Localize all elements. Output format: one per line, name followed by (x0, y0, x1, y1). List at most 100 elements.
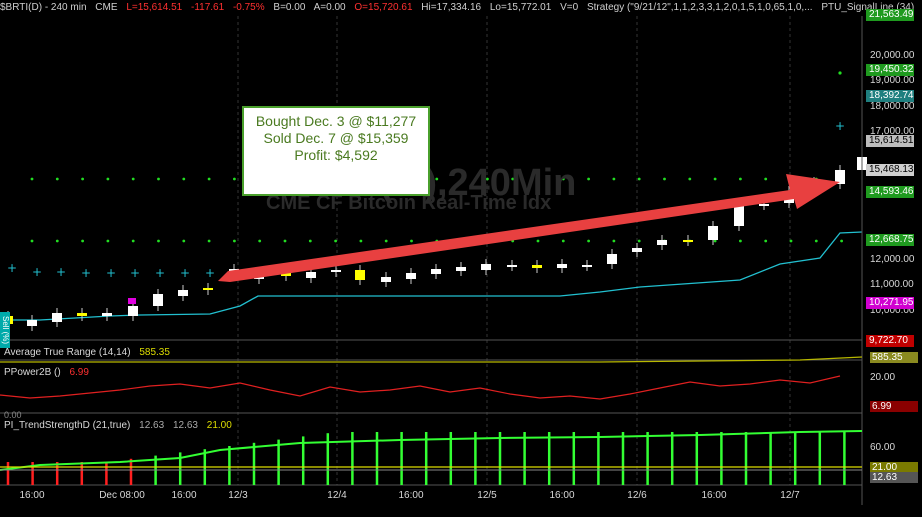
signal-label[interactable]: PTU_SignalLine (34) (821, 2, 915, 13)
level-dot (637, 239, 641, 243)
level-dot (561, 239, 565, 243)
candle-body (102, 313, 112, 316)
level-dot (739, 177, 742, 181)
price-axis-label: 12,000.00 (870, 254, 915, 265)
atr-value: 585.35 (139, 347, 170, 358)
price-change: -117.61 (190, 2, 225, 13)
trade-arrow (218, 174, 840, 282)
candle-body (281, 273, 291, 276)
chart-header: $BRTI(D) - 240 min CME L=15,614.51 -117.… (0, 0, 922, 16)
power-value: 6.99 (69, 367, 89, 378)
time-axis-label: 12/6 (627, 490, 647, 501)
strategy-label[interactable]: Strategy ("9/21/12",1,1,2,3,3,1,2,0,1,5,… (586, 2, 813, 13)
level-dot (359, 239, 363, 243)
level-dot (157, 177, 160, 181)
trend-axis-tag: 12.63 (870, 472, 918, 483)
cross-marker: + (106, 266, 116, 280)
bid-value: B=0.00 (273, 2, 306, 13)
candle-body (355, 270, 365, 280)
trend-bars (0, 430, 863, 485)
price-axis-label: 19,000.00 (870, 75, 915, 86)
exchange-label: CME (95, 2, 118, 13)
time-axis-label: 12/7 (780, 490, 800, 501)
low-value: Lo=15,772.01 (489, 2, 552, 13)
cross-marker: + (56, 265, 66, 279)
trend-name: PI_TrendStrengthD (21,true) (4, 420, 131, 431)
candle-body (557, 264, 567, 268)
power-axis-label: 20.00 (870, 372, 896, 383)
candle-body (178, 290, 188, 296)
symbol-label[interactable]: $BRTI(D) - 240 min (0, 2, 87, 13)
candle-body (532, 265, 542, 268)
candle-body (77, 313, 87, 316)
price-tag: 19,450.32 (866, 64, 914, 76)
price-tag: 21,563.49 (866, 9, 914, 21)
level-dot (106, 177, 110, 181)
candle-body (835, 170, 845, 184)
level-dot (587, 239, 590, 243)
level-dot (840, 239, 843, 243)
level-dot (410, 239, 413, 243)
level-dot (308, 239, 312, 243)
cross-marker: + (130, 266, 140, 280)
candle-body (331, 270, 341, 272)
candles (3, 152, 867, 331)
open-value: O=15,720.61 (354, 2, 413, 13)
level-dot (233, 239, 236, 243)
time-axis-label: 12/3 (228, 490, 248, 501)
time-axis-label: 12/5 (477, 490, 497, 501)
level-dot (131, 177, 135, 181)
level-dot (789, 239, 793, 243)
level-dot (30, 239, 34, 243)
time-axis-label: 12/4 (327, 490, 347, 501)
level-dot (536, 239, 540, 243)
cross-marker: + (205, 266, 215, 280)
level-dot (258, 239, 262, 243)
side-tab[interactable]: Sell (%) (0, 312, 10, 348)
candle-body (153, 294, 163, 306)
level-dot (764, 177, 768, 181)
price-axis-label: 18,000.00 (870, 101, 915, 112)
candle-body (582, 265, 592, 267)
candle-body (203, 288, 213, 290)
level-dot (713, 177, 717, 181)
candle-body (683, 240, 693, 242)
grid-lines (237, 16, 791, 485)
level-dot (55, 177, 59, 181)
candle-body (128, 306, 138, 316)
candle-body (406, 273, 416, 279)
candle-body (759, 204, 769, 206)
cross-marker: + (32, 265, 42, 279)
level-dot (81, 239, 84, 243)
time-axis-label: 16:00 (549, 490, 575, 501)
watermark-subtitle: CME CF Bitcoin Real-Time Idx (266, 192, 552, 214)
level-dot (157, 239, 160, 243)
level-dot (106, 239, 110, 243)
level-dot (764, 239, 768, 243)
level-dot (460, 177, 464, 181)
candle-body (456, 267, 466, 271)
power-line (0, 375, 841, 400)
level-dot (81, 177, 84, 181)
trend-v1: 12.63 (139, 420, 165, 431)
price-tag: 14,593.46 (866, 186, 914, 198)
candle-body (607, 254, 617, 264)
trend-v3: 21.00 (206, 420, 232, 431)
atr-pane-label[interactable]: Average True Range (14,14) 585.35 (4, 347, 170, 358)
candle-body (507, 265, 517, 267)
level-dot (511, 177, 515, 181)
trend-axis-tag: 21.00 (870, 462, 918, 473)
power-pane-label[interactable]: PPower2B () 6.99 (4, 367, 89, 378)
power-axis-tag: 6.99 (870, 401, 918, 412)
level-dot (536, 177, 540, 181)
price-tag: 12,668.75 (866, 234, 914, 246)
trend-pane-label[interactable]: PI_TrendStrengthD (21,true) 12.63 12.63 … (4, 420, 232, 431)
signal-marker (128, 298, 136, 304)
cross-marker: + (180, 266, 190, 280)
cross-marker: + (81, 266, 91, 280)
callout-bought: Bought Dec. 3 @ $11,277 (255, 113, 417, 129)
callout-profit: Profit: $4,592 (294, 147, 378, 163)
last-price: L=15,614.51 (126, 2, 183, 13)
candle-body (27, 320, 37, 326)
